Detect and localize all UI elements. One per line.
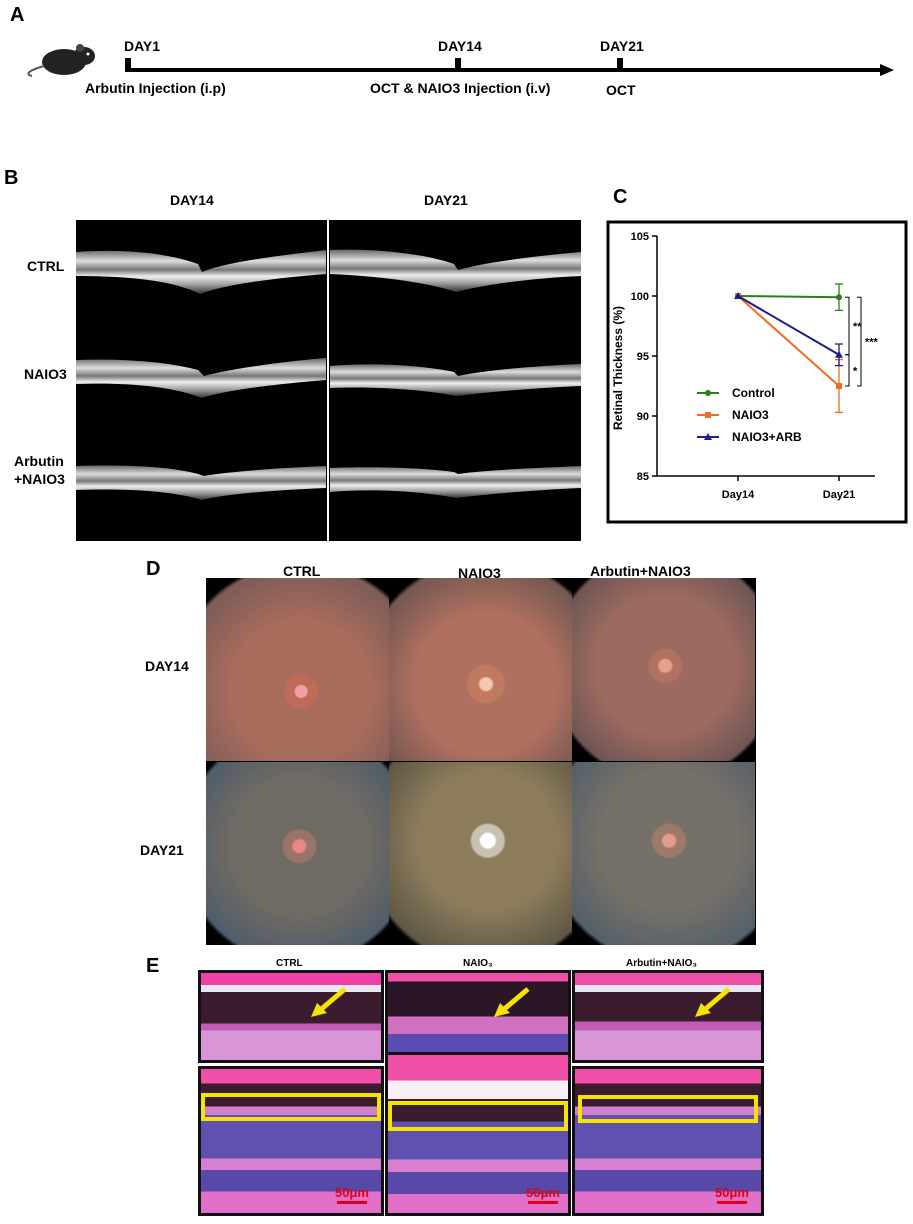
series-line: [737, 295, 840, 387]
timeline-day1-label: DAY1: [124, 38, 161, 54]
data-point: [836, 294, 842, 301]
highlight-box: [201, 1093, 381, 1121]
x-tick-label: Day21: [823, 489, 855, 501]
timeline-day14-action: OCT & NAIO3 Injection (i.v): [370, 80, 551, 96]
oct-row-ctrl: CTRL: [27, 258, 65, 274]
legend-label: Control: [732, 386, 775, 400]
fundus-arbutin-naio3-day21: [572, 762, 755, 945]
legend-marker: [705, 412, 711, 418]
y-axis-label: Retinal Thickness (%): [611, 306, 625, 430]
significance-label: ***: [865, 337, 879, 349]
oct-column-day21: DAY21: [424, 192, 468, 208]
y-tick-label: 95: [637, 351, 649, 363]
mouse-icon: [27, 44, 95, 77]
panel-d-letter: D: [146, 558, 161, 580]
histo-arbutin-naio3-bottom: [572, 1066, 764, 1216]
fundus-naio3-day14: [389, 578, 572, 761]
fundus-image-grid: [206, 578, 756, 945]
y-tick-label: 105: [631, 231, 649, 243]
timeline-day1-action: Arbutin Injection (i.p): [85, 80, 226, 96]
scale-bar-label: 50μm: [335, 1185, 369, 1200]
highlight-box: [578, 1095, 758, 1123]
arrow-icon: [695, 987, 731, 1017]
timeline-day14-label: DAY14: [438, 38, 482, 54]
timeline-day21-label: DAY21: [600, 38, 644, 54]
histo-naio3-bottom: [385, 1052, 571, 1216]
oct-row-arbutin-naio3: Arbutin +NAIO3: [14, 453, 65, 487]
histo-ctrl-bottom: [198, 1066, 384, 1216]
scale-bar-ctrl: 50μm: [332, 1185, 372, 1204]
significance-label: *: [853, 365, 858, 377]
significance-bracket: [845, 296, 850, 356]
data-point: [734, 292, 742, 299]
timeline-day21-action: OCT: [606, 82, 636, 98]
scale-bar-arbutin-naio3: 50μm: [712, 1185, 752, 1204]
fundus-naio3-day21: [389, 762, 572, 945]
oct-column-day14: DAY14: [170, 192, 214, 208]
legend-marker: [704, 433, 712, 440]
panel-a-letter: A: [10, 4, 25, 26]
y-tick-label: 100: [631, 291, 649, 303]
y-tick-label: 90: [637, 411, 649, 423]
histo-column-arbutin-naio3: Arbutin+NAIO₃: [626, 958, 698, 969]
scale-bar-label: 50μm: [715, 1185, 749, 1200]
fundus-row-day14: DAY14: [145, 658, 189, 674]
fundus-column-arbutin-naio3: Arbutin+NAIO3: [590, 563, 691, 579]
fundus-row-day21: DAY21: [140, 842, 184, 858]
panel-c-letter: C: [613, 186, 628, 208]
fundus-column-ctrl: CTRL: [283, 563, 321, 579]
fundus-column-naio3: NAIO3: [458, 565, 501, 581]
histo-column-ctrl: CTRL: [276, 958, 303, 969]
histo-arbutin-naio3-top: [572, 970, 764, 1063]
retinal-thickness-chart: Retinal Thickness (%) 85 90 95 100 105 Day14 D…: [606, 220, 908, 524]
fundus-ctrl-day14: [206, 578, 389, 761]
arrow-icon: [494, 987, 530, 1017]
data-point: [836, 383, 842, 389]
panel-e-letter: E: [146, 955, 160, 977]
panel-b-letter: B: [4, 167, 19, 189]
histo-naio3-top: [385, 970, 571, 1063]
legend-marker: [705, 390, 711, 396]
timeline-axis: [125, 58, 894, 76]
series-line: [737, 295, 840, 299]
scale-bar-naio3: 50μm: [523, 1185, 563, 1204]
x-tick-label: Day14: [722, 489, 755, 501]
significance-label: **: [853, 321, 862, 333]
significance-bracket: [845, 354, 850, 387]
fundus-ctrl-day21: [206, 762, 389, 945]
oct-image-grid: [76, 220, 581, 541]
arrow-icon: [311, 987, 347, 1017]
chart-frame: [606, 220, 908, 524]
legend-label: NAIO3+ARB: [732, 430, 802, 444]
histo-column-naio3: NAIO₃: [463, 958, 493, 969]
highlight-box: [388, 1101, 568, 1131]
significance-bracket: [857, 296, 862, 387]
oct-row-naio3: NAIO3: [24, 366, 67, 382]
legend-label: NAIO3: [732, 408, 769, 422]
data-point: [835, 350, 843, 358]
scale-bar-label: 50μm: [526, 1185, 560, 1200]
histo-ctrl-top: [198, 970, 384, 1063]
series-line: [737, 295, 840, 356]
fundus-arbutin-naio3-day14: [572, 578, 755, 761]
y-tick-label: 85: [637, 471, 649, 483]
